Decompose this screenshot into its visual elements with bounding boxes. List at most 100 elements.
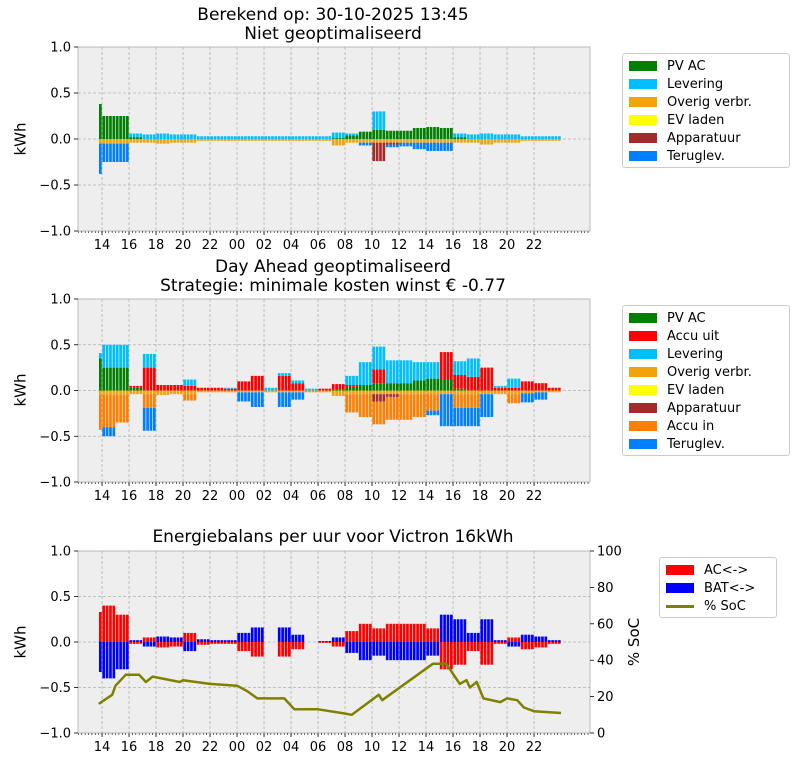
bar-overig-verbr- xyxy=(254,390,257,393)
bar-accu-in xyxy=(402,394,406,420)
bar-ac- xyxy=(429,628,433,642)
bar-bat- xyxy=(527,634,531,642)
bar-levering xyxy=(379,111,382,130)
bar-overig-verbr- xyxy=(365,390,369,395)
bar-bat- xyxy=(203,639,207,642)
bar-accu-in xyxy=(433,394,436,411)
bar-teruglev- xyxy=(294,392,298,400)
bar-ac- xyxy=(541,642,544,648)
bar-pv-ac xyxy=(119,367,122,391)
legend-label: Overig verbr. xyxy=(667,94,752,110)
bar-accu-in xyxy=(186,394,190,401)
bar-levering xyxy=(325,136,328,139)
bar-bat- xyxy=(142,642,146,647)
bar-levering xyxy=(514,378,517,388)
bar-accu-uit xyxy=(517,387,521,391)
x-tick-label: 16 xyxy=(445,238,462,253)
bar-teruglev- xyxy=(250,392,254,407)
bar-bat- xyxy=(453,619,457,642)
bar-pv-ac xyxy=(463,137,467,139)
bar-accu-in xyxy=(122,395,126,423)
bar-overig-verbr- xyxy=(304,390,308,393)
bar-levering xyxy=(500,134,504,139)
bar-overig-verbr- xyxy=(240,139,244,141)
bar-overig-verbr- xyxy=(98,139,102,144)
bar-levering xyxy=(260,136,264,139)
bar-levering xyxy=(348,133,352,136)
bar-ac- xyxy=(213,642,217,644)
bar-bat- xyxy=(122,642,126,670)
bar-levering xyxy=(122,344,126,368)
bar-accu-uit xyxy=(379,369,382,384)
bar-ac- xyxy=(98,611,102,642)
x-tick-label: 22 xyxy=(202,489,219,504)
bar-accu-in xyxy=(190,394,193,401)
bar-overig-verbr- xyxy=(142,139,146,143)
bar-accu-uit xyxy=(284,375,288,391)
bar-bat- xyxy=(321,641,325,642)
bar-bat- xyxy=(284,627,288,642)
bar-ac- xyxy=(520,642,524,650)
bar-bat- xyxy=(196,639,200,642)
bar-bat- xyxy=(436,642,440,656)
bar-bat- xyxy=(429,642,433,656)
bar-ac- xyxy=(368,623,372,642)
bar-levering xyxy=(530,136,534,139)
legend-label: EV laden xyxy=(667,112,725,128)
bar-accu-in xyxy=(453,394,457,408)
bar-pv-ac xyxy=(139,137,143,139)
bar-overig-verbr- xyxy=(534,390,538,393)
bar-accu-uit xyxy=(190,385,193,391)
bar-ac- xyxy=(112,605,116,642)
bar-teruglev- xyxy=(443,142,446,151)
bar-levering xyxy=(517,378,521,388)
bar-bat- xyxy=(514,642,517,647)
bar-overig-verbr- xyxy=(466,390,470,395)
bar-accu-in xyxy=(395,396,399,420)
bar-overig-verbr- xyxy=(125,390,129,396)
bar-bat- xyxy=(473,632,477,642)
bar-overig-verbr- xyxy=(271,390,274,393)
bar-overig-verbr- xyxy=(544,390,548,393)
bar-accu-uit xyxy=(217,387,220,391)
bar-accu-uit xyxy=(173,385,176,391)
bar-ac- xyxy=(392,623,396,642)
x-tick-label: 18 xyxy=(472,740,489,755)
bar-accu-uit xyxy=(136,385,139,388)
bar-overig-verbr- xyxy=(510,390,514,395)
bar-ac- xyxy=(483,642,487,665)
bar-teruglev- xyxy=(395,144,399,148)
bar-overig-verbr- xyxy=(139,139,143,143)
bar-pv-ac xyxy=(335,389,338,391)
bar-overig-verbr- xyxy=(129,139,133,143)
bar-ac- xyxy=(517,637,521,642)
bar-ac- xyxy=(176,642,180,647)
bar-bat- xyxy=(497,640,500,642)
bar-accu-uit xyxy=(301,383,305,391)
legend-item: Accu in xyxy=(629,417,783,435)
bar-bat- xyxy=(433,642,436,656)
bar-overig-verbr- xyxy=(284,139,288,141)
bar-teruglev- xyxy=(301,392,305,400)
bar-bat- xyxy=(517,642,521,647)
bar-teruglev- xyxy=(530,393,534,403)
legend-item: Apparatuur xyxy=(629,129,783,147)
bar-ac- xyxy=(466,642,470,652)
bar-teruglev- xyxy=(409,142,413,147)
bar-bat- xyxy=(348,642,352,653)
bar-ac- xyxy=(301,642,305,650)
bar-accu-uit xyxy=(544,383,548,391)
bar-overig-verbr- xyxy=(476,390,480,395)
bar-ac- xyxy=(287,642,291,657)
bar-bat- xyxy=(395,642,399,661)
bar-pv-ac xyxy=(125,116,129,139)
bar-bat- xyxy=(365,642,369,661)
bar-overig-verbr- xyxy=(136,139,139,143)
bar-overig-verbr- xyxy=(551,390,554,393)
bar-teruglev- xyxy=(537,392,541,400)
bar-overig-verbr- xyxy=(375,139,379,143)
bar-overig-verbr- xyxy=(443,139,446,143)
bar-levering xyxy=(422,362,426,381)
bar-accu-in xyxy=(422,394,426,418)
chart3-legend: AC<-> BAT<-> % SoC xyxy=(659,557,777,618)
